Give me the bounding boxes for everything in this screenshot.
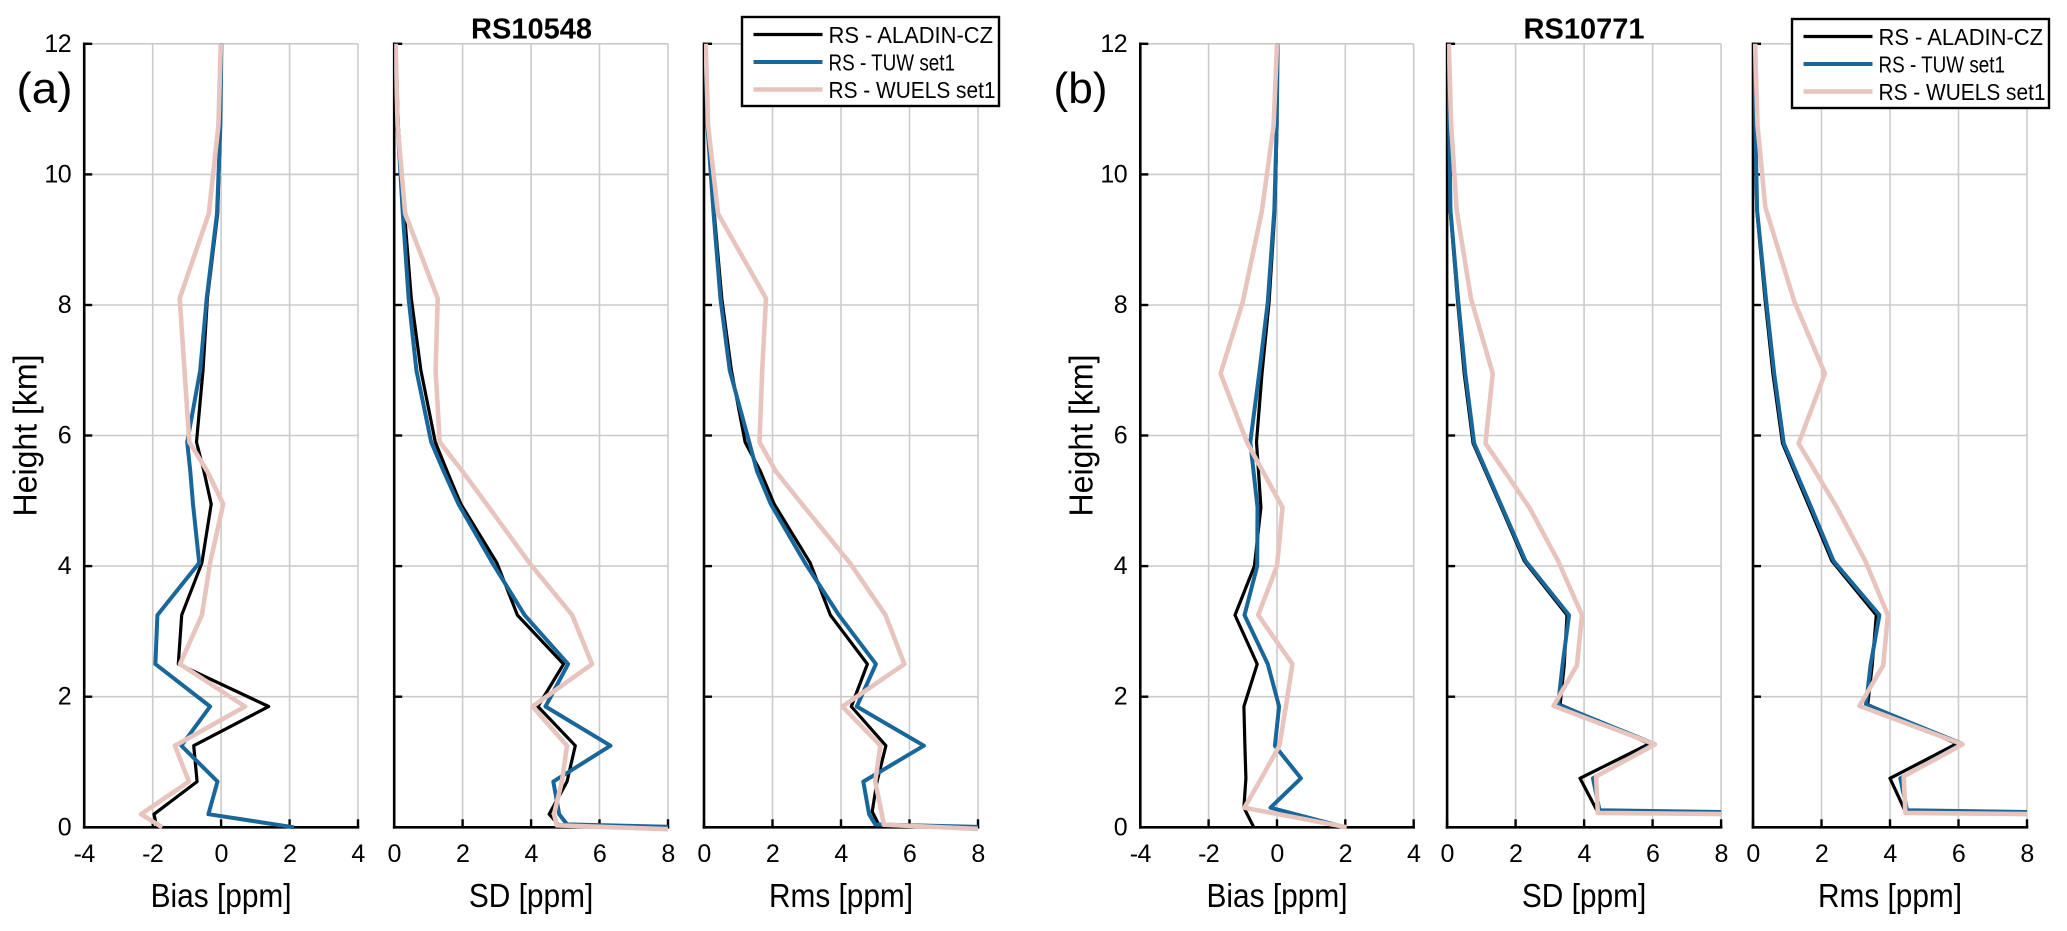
svg-text:6: 6	[1114, 422, 1127, 450]
svg-text:10: 10	[44, 160, 71, 188]
svg-text:RS - ALADIN-CZ: RS - ALADIN-CZ	[1879, 24, 2044, 50]
svg-text:0: 0	[1270, 840, 1283, 868]
svg-text:12: 12	[44, 30, 71, 58]
svg-text:RS10548: RS10548	[471, 13, 592, 45]
svg-text:0: 0	[1440, 840, 1453, 868]
svg-text:4: 4	[1883, 840, 1897, 868]
svg-text:2: 2	[1339, 840, 1352, 868]
svg-text:RS - WUELS set1: RS - WUELS set1	[829, 77, 996, 103]
svg-text:RS - ALADIN-CZ: RS - ALADIN-CZ	[829, 22, 994, 48]
svg-text:Bias [ppm]: Bias [ppm]	[1207, 878, 1348, 915]
svg-text:0: 0	[1114, 813, 1127, 841]
svg-text:8: 8	[58, 291, 71, 319]
svg-text:6: 6	[58, 422, 71, 450]
svg-text:Rms [ppm]: Rms [ppm]	[769, 878, 913, 915]
svg-text:8: 8	[971, 840, 984, 868]
svg-text:8: 8	[1714, 840, 1727, 868]
svg-text:12: 12	[1100, 30, 1127, 58]
svg-text:2: 2	[1114, 683, 1127, 711]
svg-text:6: 6	[1646, 840, 1659, 868]
svg-text:Height [km]: Height [km]	[1064, 355, 1101, 517]
svg-text:2: 2	[766, 840, 779, 868]
svg-text:0: 0	[697, 840, 710, 868]
svg-text:4: 4	[524, 840, 538, 868]
svg-text:SD [ppm]: SD [ppm]	[1522, 878, 1647, 915]
svg-text:RS - TUW set1: RS - TUW set1	[1879, 51, 2006, 77]
svg-text:6: 6	[903, 840, 916, 868]
svg-text:0: 0	[214, 840, 227, 868]
svg-text:8: 8	[1114, 291, 1127, 319]
svg-text:6: 6	[593, 840, 606, 868]
svg-text:RS - TUW set1: RS - TUW set1	[829, 49, 956, 75]
svg-text:8: 8	[2020, 840, 2033, 868]
svg-text:SD [ppm]: SD [ppm]	[469, 878, 594, 915]
svg-text:(a): (a)	[17, 64, 73, 113]
svg-text:2: 2	[58, 683, 71, 711]
svg-text:4: 4	[1114, 552, 1128, 580]
svg-text:4: 4	[1407, 840, 1421, 868]
svg-text:Height [km]: Height [km]	[8, 355, 45, 517]
svg-text:0: 0	[1746, 840, 1759, 868]
svg-text:Bias [ppm]: Bias [ppm]	[151, 878, 292, 915]
svg-text:-2: -2	[1198, 840, 1219, 868]
svg-text:2: 2	[1509, 840, 1522, 868]
svg-text:4: 4	[1577, 840, 1591, 868]
svg-text:RS - WUELS set1: RS - WUELS set1	[1879, 79, 2046, 105]
svg-text:0: 0	[58, 813, 71, 841]
svg-text:2: 2	[456, 840, 469, 868]
svg-text:(b): (b)	[1054, 64, 1108, 113]
svg-text:4: 4	[834, 840, 848, 868]
svg-text:-2: -2	[142, 840, 163, 868]
svg-text:8: 8	[661, 840, 674, 868]
svg-text:Rms [ppm]: Rms [ppm]	[1818, 878, 1962, 915]
svg-text:6: 6	[1952, 840, 1965, 868]
svg-text:4: 4	[58, 552, 72, 580]
svg-text:-4: -4	[74, 840, 96, 868]
svg-text:4: 4	[351, 840, 365, 868]
svg-text:-4: -4	[1130, 840, 1152, 868]
svg-text:10: 10	[1100, 160, 1127, 188]
svg-text:2: 2	[1815, 840, 1828, 868]
svg-text:0: 0	[388, 840, 401, 868]
svg-text:2: 2	[283, 840, 296, 868]
svg-text:RS10771: RS10771	[1524, 13, 1645, 45]
